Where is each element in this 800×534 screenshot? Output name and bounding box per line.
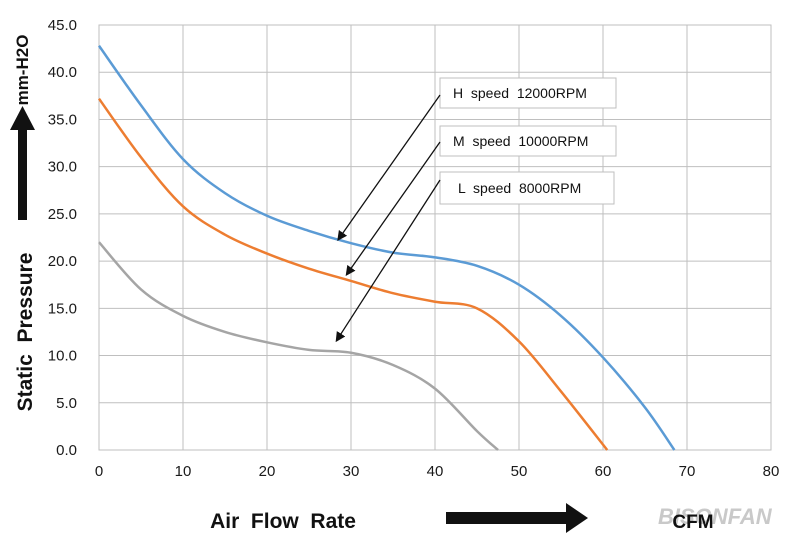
y-tick-label: 20.0 bbox=[48, 253, 77, 270]
legend-arrow-m-speed-10000rpm bbox=[345, 141, 441, 276]
legend-label-m-speed-10000rpm: M speed 10000RPM bbox=[453, 133, 588, 149]
legend-arrow-h-speed-12000rpm bbox=[337, 94, 441, 242]
legend-label-h-speed-12000rpm: H speed 12000RPM bbox=[453, 85, 587, 101]
x-tick-label: 20 bbox=[259, 463, 276, 480]
x-tick-label: 50 bbox=[511, 463, 528, 480]
watermark-logo: BISONFAN bbox=[658, 504, 773, 529]
y-tick-label: 5.0 bbox=[56, 395, 77, 412]
y-tick-label: 35.0 bbox=[48, 111, 77, 128]
y-axis-title: Static Pressure bbox=[14, 253, 37, 412]
y-tick-label: 15.0 bbox=[48, 300, 77, 317]
x-tick-label: 30 bbox=[343, 463, 360, 480]
y-tick-label: 30.0 bbox=[48, 159, 77, 176]
legend-box-l-speed-8000rpm bbox=[439, 171, 615, 205]
legend-label-l-speed-8000rpm: L speed 8000RPM bbox=[458, 180, 581, 196]
x-arrow-shaft bbox=[446, 512, 566, 524]
y-tick-label: 40.0 bbox=[48, 64, 77, 81]
series-line-l-speed-8000rpm bbox=[98, 241, 499, 451]
tick-labels: 0 10 20 30 40 50 60 70 80 0.0 5.0 10.0 15.0 20.0 25.0 3… bbox=[48, 17, 780, 480]
y-tick-label: 0.0 bbox=[56, 442, 77, 459]
x-tick-label: 60 bbox=[595, 463, 612, 480]
legend-box-h-speed-12000rpm bbox=[439, 77, 617, 109]
x-tick-label: 40 bbox=[427, 463, 444, 480]
legend-box-m-speed-10000rpm bbox=[439, 125, 617, 157]
plot-area-border bbox=[98, 24, 772, 451]
y-arrow-head bbox=[10, 106, 35, 130]
y-axis-title-group: Static Pressure mm-H2O bbox=[10, 35, 37, 412]
y-tick-label: 45.0 bbox=[48, 17, 77, 34]
x-arrow-head bbox=[566, 503, 588, 533]
y-arrow-shaft bbox=[18, 130, 27, 220]
x-tick-label: 70 bbox=[679, 463, 696, 480]
legend: H speed 12000RPM M speed 10000RPM L speed … bbox=[335, 77, 617, 343]
x-tick-label: 80 bbox=[763, 463, 780, 480]
x-axis-unit: CFM bbox=[672, 512, 713, 533]
series-line-m-speed-10000rpm bbox=[97, 97, 609, 451]
grid bbox=[98, 24, 772, 451]
y-tick-label: 25.0 bbox=[48, 206, 77, 223]
y-axis-unit: mm-H2O bbox=[13, 35, 32, 106]
x-tick-label: 0 bbox=[95, 463, 103, 480]
x-axis-title: Air Flow Rate bbox=[210, 510, 356, 533]
legend-arrow-l-speed-8000rpm bbox=[335, 179, 441, 343]
x-tick-label: 10 bbox=[175, 463, 192, 480]
y-tick-label: 10.0 bbox=[48, 348, 77, 365]
